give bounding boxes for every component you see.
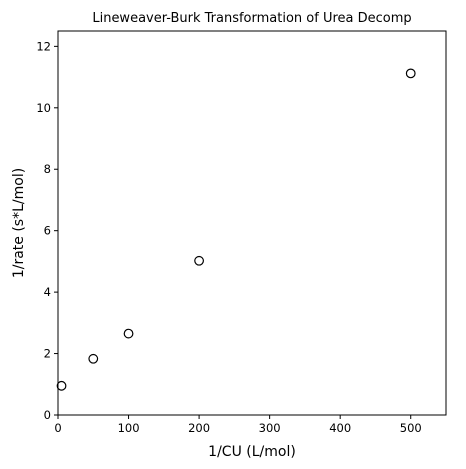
x-tick-label: 100 (118, 421, 140, 435)
x-tick-label: 300 (259, 421, 281, 435)
x-axis-ticks: 0 100 200 300 400 500 (54, 415, 422, 435)
y-axis-label: 1/rate (s*L/mol) (11, 168, 27, 278)
chart-title: Lineweaver-Burk Transformation of Urea D… (92, 11, 411, 26)
y-tick-label: 2 (44, 347, 51, 361)
x-axis-label: 1/CU (L/mol) (208, 444, 296, 460)
plot-frame (57, 30, 447, 416)
x-tick-label: 200 (188, 421, 210, 435)
y-axis-ticks: 0 2 4 6 8 10 12 (36, 39, 58, 422)
x-tick-label: 500 (400, 421, 422, 435)
data-point (405, 68, 416, 79)
y-tick-label: 4 (44, 285, 51, 299)
y-tick-label: 8 (44, 162, 51, 176)
data-points (56, 68, 416, 391)
y-tick-label: 6 (44, 224, 51, 238)
data-point (56, 380, 67, 391)
y-tick-label: 0 (44, 408, 51, 422)
data-point (123, 328, 134, 339)
x-tick-label: 400 (329, 421, 351, 435)
y-tick-label: 12 (36, 39, 51, 53)
data-point (88, 353, 99, 364)
x-tick-label: 0 (54, 421, 61, 435)
data-point (194, 255, 204, 266)
y-tick-label: 10 (36, 101, 51, 115)
